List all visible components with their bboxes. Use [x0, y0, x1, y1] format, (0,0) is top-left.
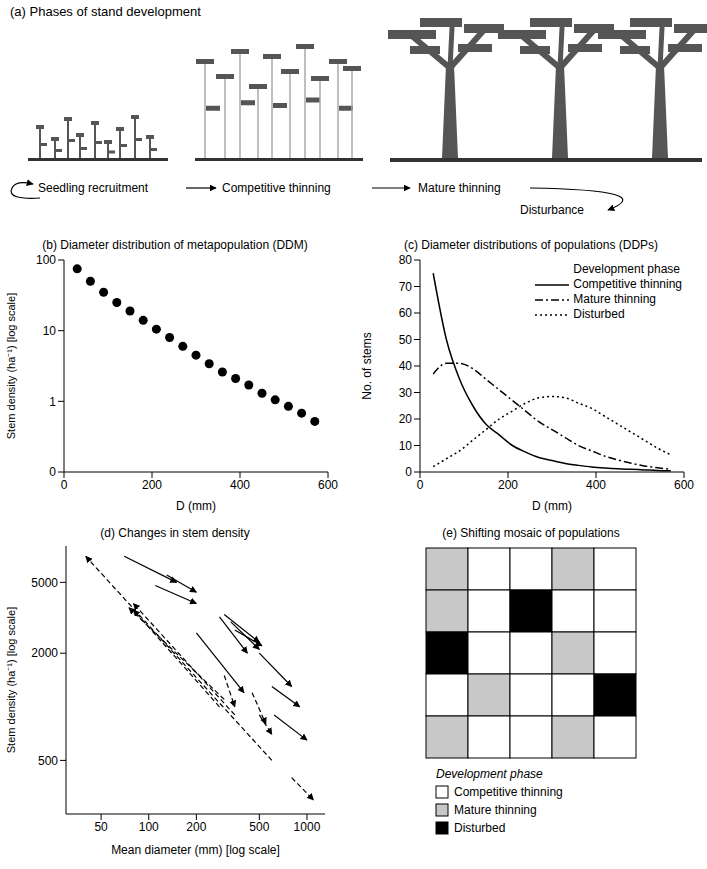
svg-text:5000: 5000 — [31, 576, 58, 590]
html-text:Disturbed: Disturbed — [573, 307, 625, 321]
svg-text:Mature thinning: Mature thinning — [454, 803, 537, 817]
svg-text:D (mm): D (mm) — [176, 499, 216, 513]
svg-text:D (mm): D (mm) — [532, 499, 572, 513]
svg-text:0: 0 — [417, 478, 424, 492]
svg-text:Mean diameter (mm) [log scale]: Mean diameter (mm) [log scale] — [111, 843, 280, 857]
svg-text:200: 200 — [498, 478, 518, 492]
svg-text:500: 500 — [249, 820, 269, 834]
html-text:(d) Changes in stem density: (d) Changes in stem density — [100, 526, 250, 540]
svg-text:70: 70 — [399, 280, 413, 294]
svg-text:40: 40 — [399, 359, 413, 373]
svg-text:Stem density (ha⁻¹) [log scale: Stem density (ha⁻¹) [log scale] — [5, 607, 17, 753]
svg-text:Mature thinning: Mature thinning — [418, 181, 501, 195]
svg-text:400: 400 — [230, 478, 250, 492]
svg-text:1000: 1000 — [294, 820, 321, 834]
svg-text:0: 0 — [405, 465, 412, 479]
html-text:(c) Diameter distributions of: (c) Diameter distributions of population… — [404, 238, 658, 252]
svg-text:100: 100 — [36, 253, 56, 267]
svg-text:Seedling recruitment: Seedling recruitment — [38, 181, 149, 195]
svg-text:Competitive thinning: Competitive thinning — [454, 785, 563, 799]
svg-text:Disturbed: Disturbed — [454, 821, 505, 835]
svg-text:Stem density (ha⁻¹) [log scale: Stem density (ha⁻¹) [log scale] — [5, 293, 17, 439]
svg-text:600: 600 — [674, 478, 694, 492]
svg-text:0: 0 — [61, 478, 68, 492]
svg-text:400: 400 — [586, 478, 606, 492]
svg-text:200: 200 — [142, 478, 162, 492]
svg-text:200: 200 — [186, 820, 206, 834]
svg-text:600: 600 — [318, 478, 338, 492]
svg-text:100: 100 — [139, 820, 159, 834]
svg-text:0: 0 — [49, 465, 56, 479]
svg-text:10: 10 — [43, 324, 57, 338]
svg-text:30: 30 — [399, 386, 413, 400]
svg-text:(a) Phases of stand developmen: (a) Phases of stand development — [10, 4, 201, 19]
html-text:(b) Diameter distribution of m: (b) Diameter distribution of metapopulat… — [42, 238, 308, 252]
html-text:Development phase: Development phase — [573, 262, 680, 276]
svg-text:80: 80 — [399, 253, 413, 267]
html-text:Mature thinning: Mature thinning — [573, 292, 656, 306]
svg-text:2000: 2000 — [31, 646, 58, 660]
svg-text:Competitive thinning: Competitive thinning — [222, 181, 331, 195]
html-text:Competitive thinning: Competitive thinning — [573, 277, 682, 291]
svg-text:500: 500 — [38, 754, 58, 768]
svg-text:Development phase: Development phase — [436, 767, 543, 781]
svg-text:20: 20 — [399, 412, 413, 426]
svg-text:10: 10 — [399, 439, 413, 453]
svg-text:50: 50 — [399, 333, 413, 347]
svg-text:1: 1 — [49, 395, 56, 409]
svg-text:60: 60 — [399, 306, 413, 320]
svg-text:Disturbance: Disturbance — [520, 203, 584, 217]
html-text:(e) Shifting mosaic of populat: (e) Shifting mosaic of populations — [442, 526, 620, 540]
svg-text:No. of stems: No. of stems — [360, 332, 374, 399]
svg-text:50: 50 — [94, 820, 108, 834]
